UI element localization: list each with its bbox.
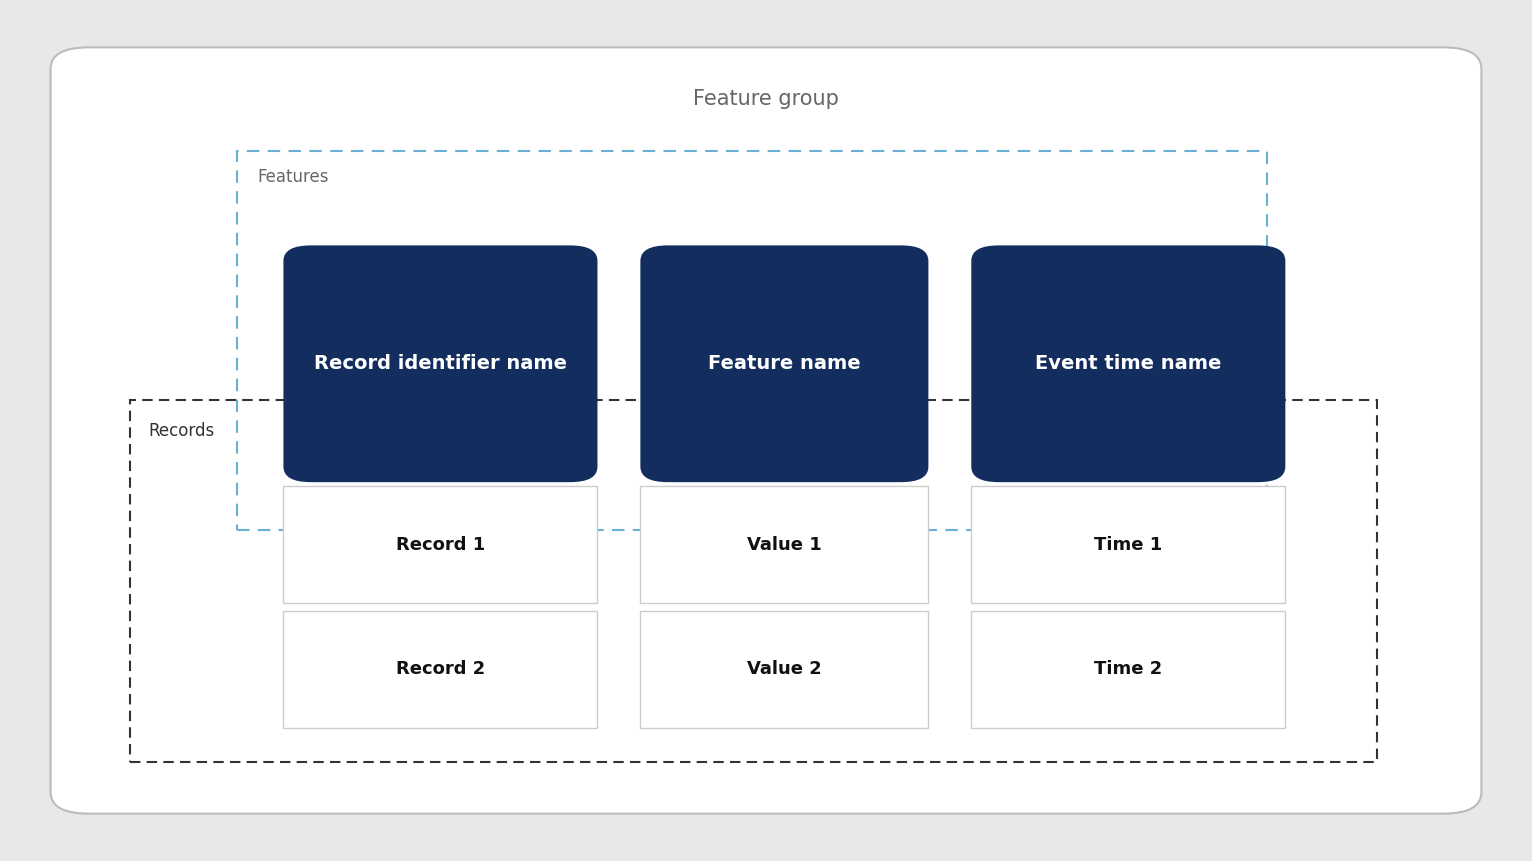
- Text: Record 2: Record 2: [395, 660, 486, 678]
- Text: Records: Records: [149, 422, 214, 439]
- Text: Time 2: Time 2: [1094, 660, 1163, 678]
- FancyBboxPatch shape: [283, 611, 597, 728]
- FancyBboxPatch shape: [283, 486, 597, 603]
- Text: Features: Features: [257, 168, 329, 185]
- Text: Feature name: Feature name: [708, 354, 861, 374]
- Text: Event time name: Event time name: [1036, 354, 1221, 374]
- FancyBboxPatch shape: [971, 486, 1285, 603]
- FancyBboxPatch shape: [51, 47, 1481, 814]
- Text: Record 1: Record 1: [395, 536, 486, 554]
- FancyBboxPatch shape: [640, 611, 928, 728]
- Text: Record identifier name: Record identifier name: [314, 354, 567, 374]
- FancyBboxPatch shape: [971, 245, 1285, 482]
- Text: Time 1: Time 1: [1094, 536, 1163, 554]
- FancyBboxPatch shape: [971, 611, 1285, 728]
- Text: Value 2: Value 2: [748, 660, 821, 678]
- Text: Value 1: Value 1: [748, 536, 821, 554]
- FancyBboxPatch shape: [640, 486, 928, 603]
- FancyBboxPatch shape: [640, 245, 928, 482]
- FancyBboxPatch shape: [283, 245, 597, 482]
- Text: Feature group: Feature group: [692, 89, 840, 109]
